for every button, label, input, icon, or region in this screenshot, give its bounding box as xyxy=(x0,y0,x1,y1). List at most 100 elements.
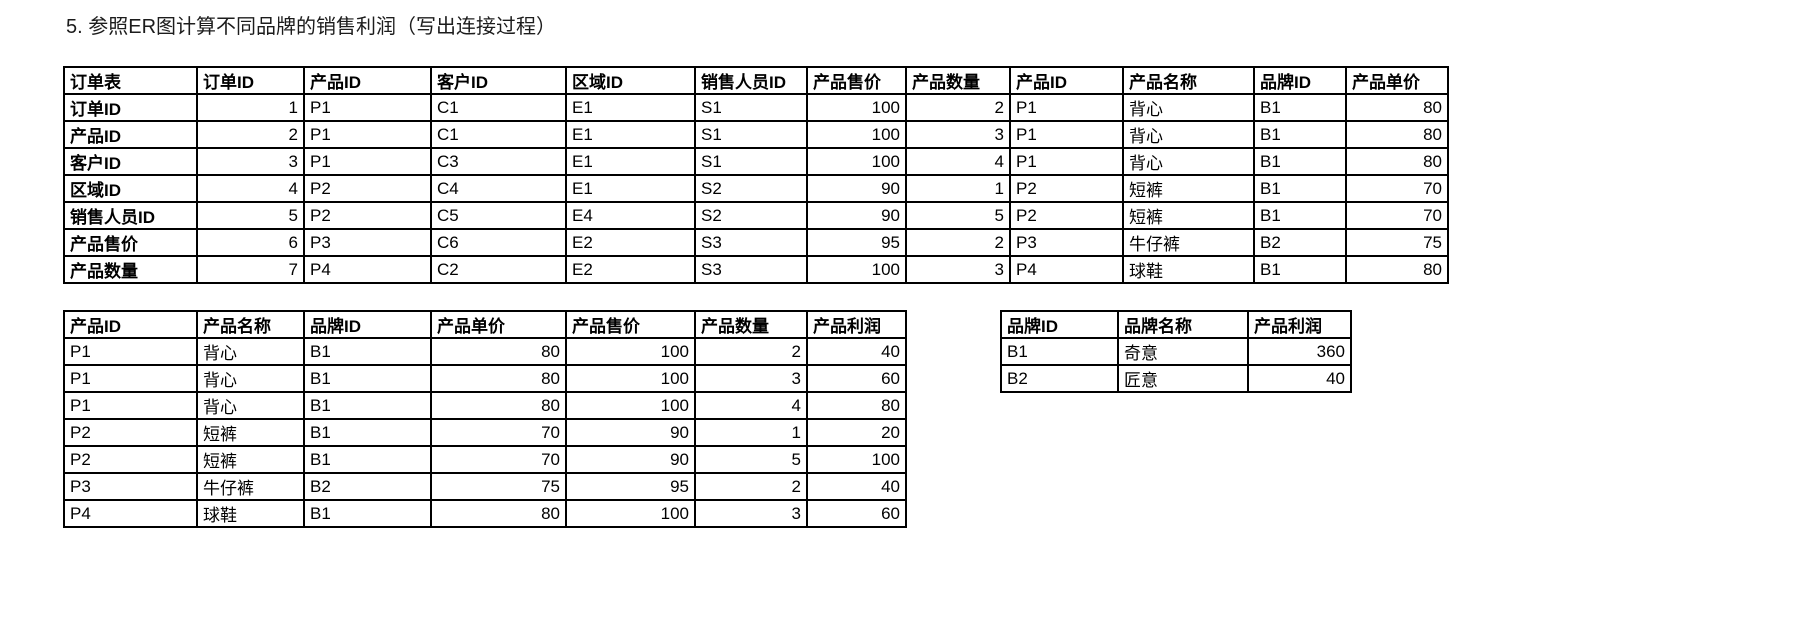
table-cell[interactable]: 6 xyxy=(196,228,305,257)
table-cell[interactable]: 2 xyxy=(196,120,305,149)
table-cell[interactable]: 80 xyxy=(430,391,567,420)
table-cell[interactable]: 80 xyxy=(1345,255,1449,284)
table-cell[interactable]: B1 xyxy=(303,499,432,528)
table-cell[interactable]: 短裤 xyxy=(1122,174,1255,203)
table-cell[interactable]: 产品ID xyxy=(63,120,198,149)
table-cell[interactable]: 360 xyxy=(1247,337,1352,366)
table-cell[interactable]: 90 xyxy=(806,201,907,230)
table-cell[interactable]: 背心 xyxy=(1122,120,1255,149)
table-cell[interactable]: P3 xyxy=(1009,228,1124,257)
table-cell[interactable]: 95 xyxy=(565,472,696,501)
table-cell[interactable]: 短裤 xyxy=(1122,201,1255,230)
table-cell[interactable]: P1 xyxy=(63,337,198,366)
table-cell[interactable]: B1 xyxy=(1253,147,1347,176)
table-cell[interactable]: 100 xyxy=(565,499,696,528)
table-cell[interactable]: P3 xyxy=(63,472,198,501)
table-cell[interactable]: E1 xyxy=(565,120,696,149)
table-cell[interactable]: 短裤 xyxy=(196,418,305,447)
column-header-cell[interactable]: 产品数量 xyxy=(694,310,808,339)
table-cell[interactable]: 70 xyxy=(430,418,567,447)
column-header-cell[interactable]: 产品售价 xyxy=(806,66,907,95)
column-header-cell[interactable]: 订单ID xyxy=(196,66,305,95)
table-cell[interactable]: C3 xyxy=(430,147,567,176)
table-cell[interactable]: 20 xyxy=(806,418,907,447)
table-cell[interactable]: S3 xyxy=(694,255,808,284)
table-cell[interactable]: E1 xyxy=(565,174,696,203)
table-cell[interactable]: 产品售价 xyxy=(63,228,198,257)
table-cell[interactable]: 2 xyxy=(905,93,1011,122)
column-header-cell[interactable]: 产品ID xyxy=(63,310,198,339)
table-cell[interactable]: 80 xyxy=(806,391,907,420)
table-cell[interactable]: 70 xyxy=(430,445,567,474)
table-cell[interactable]: 90 xyxy=(565,445,696,474)
table-cell[interactable]: P1 xyxy=(1009,93,1124,122)
column-header-cell[interactable]: 产品ID xyxy=(1009,66,1124,95)
table-cell[interactable]: P2 xyxy=(63,445,198,474)
table-cell[interactable]: 80 xyxy=(430,499,567,528)
table-cell[interactable]: 匠意 xyxy=(1117,364,1249,393)
table-cell[interactable]: 60 xyxy=(806,499,907,528)
table-cell[interactable]: 背心 xyxy=(1122,147,1255,176)
table-cell[interactable]: 40 xyxy=(1247,364,1352,393)
table-cell[interactable]: 4 xyxy=(905,147,1011,176)
table-cell[interactable]: P1 xyxy=(1009,120,1124,149)
table-cell[interactable]: 80 xyxy=(430,364,567,393)
table-cell[interactable]: P4 xyxy=(63,499,198,528)
table-cell[interactable]: 3 xyxy=(905,120,1011,149)
table-cell[interactable]: B1 xyxy=(1253,201,1347,230)
table-cell[interactable]: 7 xyxy=(196,255,305,284)
table-cell[interactable]: E2 xyxy=(565,255,696,284)
table-cell[interactable]: 短裤 xyxy=(196,445,305,474)
table-cell[interactable]: 40 xyxy=(806,337,907,366)
table-cell[interactable]: S1 xyxy=(694,120,808,149)
column-header-cell[interactable]: 品牌ID xyxy=(1000,310,1119,339)
table-cell[interactable]: 订单ID xyxy=(63,93,198,122)
table-cell[interactable]: 100 xyxy=(806,93,907,122)
table-cell[interactable]: 100 xyxy=(806,147,907,176)
table-cell[interactable]: S2 xyxy=(694,201,808,230)
table-cell[interactable]: 100 xyxy=(806,255,907,284)
table-cell[interactable]: P1 xyxy=(63,364,198,393)
table-cell[interactable]: B1 xyxy=(1253,120,1347,149)
table-cell[interactable]: P1 xyxy=(303,93,432,122)
column-header-cell[interactable]: 订单表 xyxy=(63,66,198,95)
table-cell[interactable]: P1 xyxy=(303,120,432,149)
table-cell[interactable]: 40 xyxy=(806,472,907,501)
table-cell[interactable]: 产品数量 xyxy=(63,255,198,284)
table-cell[interactable]: P2 xyxy=(303,174,432,203)
table-cell[interactable]: C2 xyxy=(430,255,567,284)
column-header-cell[interactable]: 产品单价 xyxy=(430,310,567,339)
table-cell[interactable]: E4 xyxy=(565,201,696,230)
table-cell[interactable]: P2 xyxy=(1009,201,1124,230)
table-cell[interactable]: 3 xyxy=(694,364,808,393)
table-cell[interactable]: 背心 xyxy=(196,391,305,420)
column-header-cell[interactable]: 产品ID xyxy=(303,66,432,95)
table-cell[interactable]: 背心 xyxy=(196,337,305,366)
table-cell[interactable]: 75 xyxy=(1345,228,1449,257)
table-cell[interactable]: S3 xyxy=(694,228,808,257)
table-cell[interactable]: 2 xyxy=(905,228,1011,257)
table-cell[interactable]: P1 xyxy=(63,391,198,420)
table-cell[interactable]: 5 xyxy=(905,201,1011,230)
table-cell[interactable]: B1 xyxy=(303,418,432,447)
column-header-cell[interactable]: 品牌名称 xyxy=(1117,310,1249,339)
table-cell[interactable]: B1 xyxy=(1253,93,1347,122)
table-cell[interactable]: S2 xyxy=(694,174,808,203)
table-cell[interactable]: B2 xyxy=(1253,228,1347,257)
table-cell[interactable]: S1 xyxy=(694,93,808,122)
table-cell[interactable]: 牛仔裤 xyxy=(196,472,305,501)
table-cell[interactable]: B2 xyxy=(1000,364,1119,393)
table-cell[interactable]: 70 xyxy=(1345,174,1449,203)
table-cell[interactable]: 80 xyxy=(1345,120,1449,149)
table-cell[interactable]: C1 xyxy=(430,120,567,149)
table-cell[interactable]: C5 xyxy=(430,201,567,230)
column-header-cell[interactable]: 产品利润 xyxy=(806,310,907,339)
column-header-cell[interactable]: 品牌ID xyxy=(1253,66,1347,95)
table-cell[interactable]: 100 xyxy=(565,364,696,393)
table-cell[interactable]: P2 xyxy=(303,201,432,230)
table-cell[interactable]: 3 xyxy=(905,255,1011,284)
table-cell[interactable]: 100 xyxy=(806,445,907,474)
table-cell[interactable]: 4 xyxy=(694,391,808,420)
table-cell[interactable]: B1 xyxy=(1000,337,1119,366)
table-cell[interactable]: 球鞋 xyxy=(1122,255,1255,284)
